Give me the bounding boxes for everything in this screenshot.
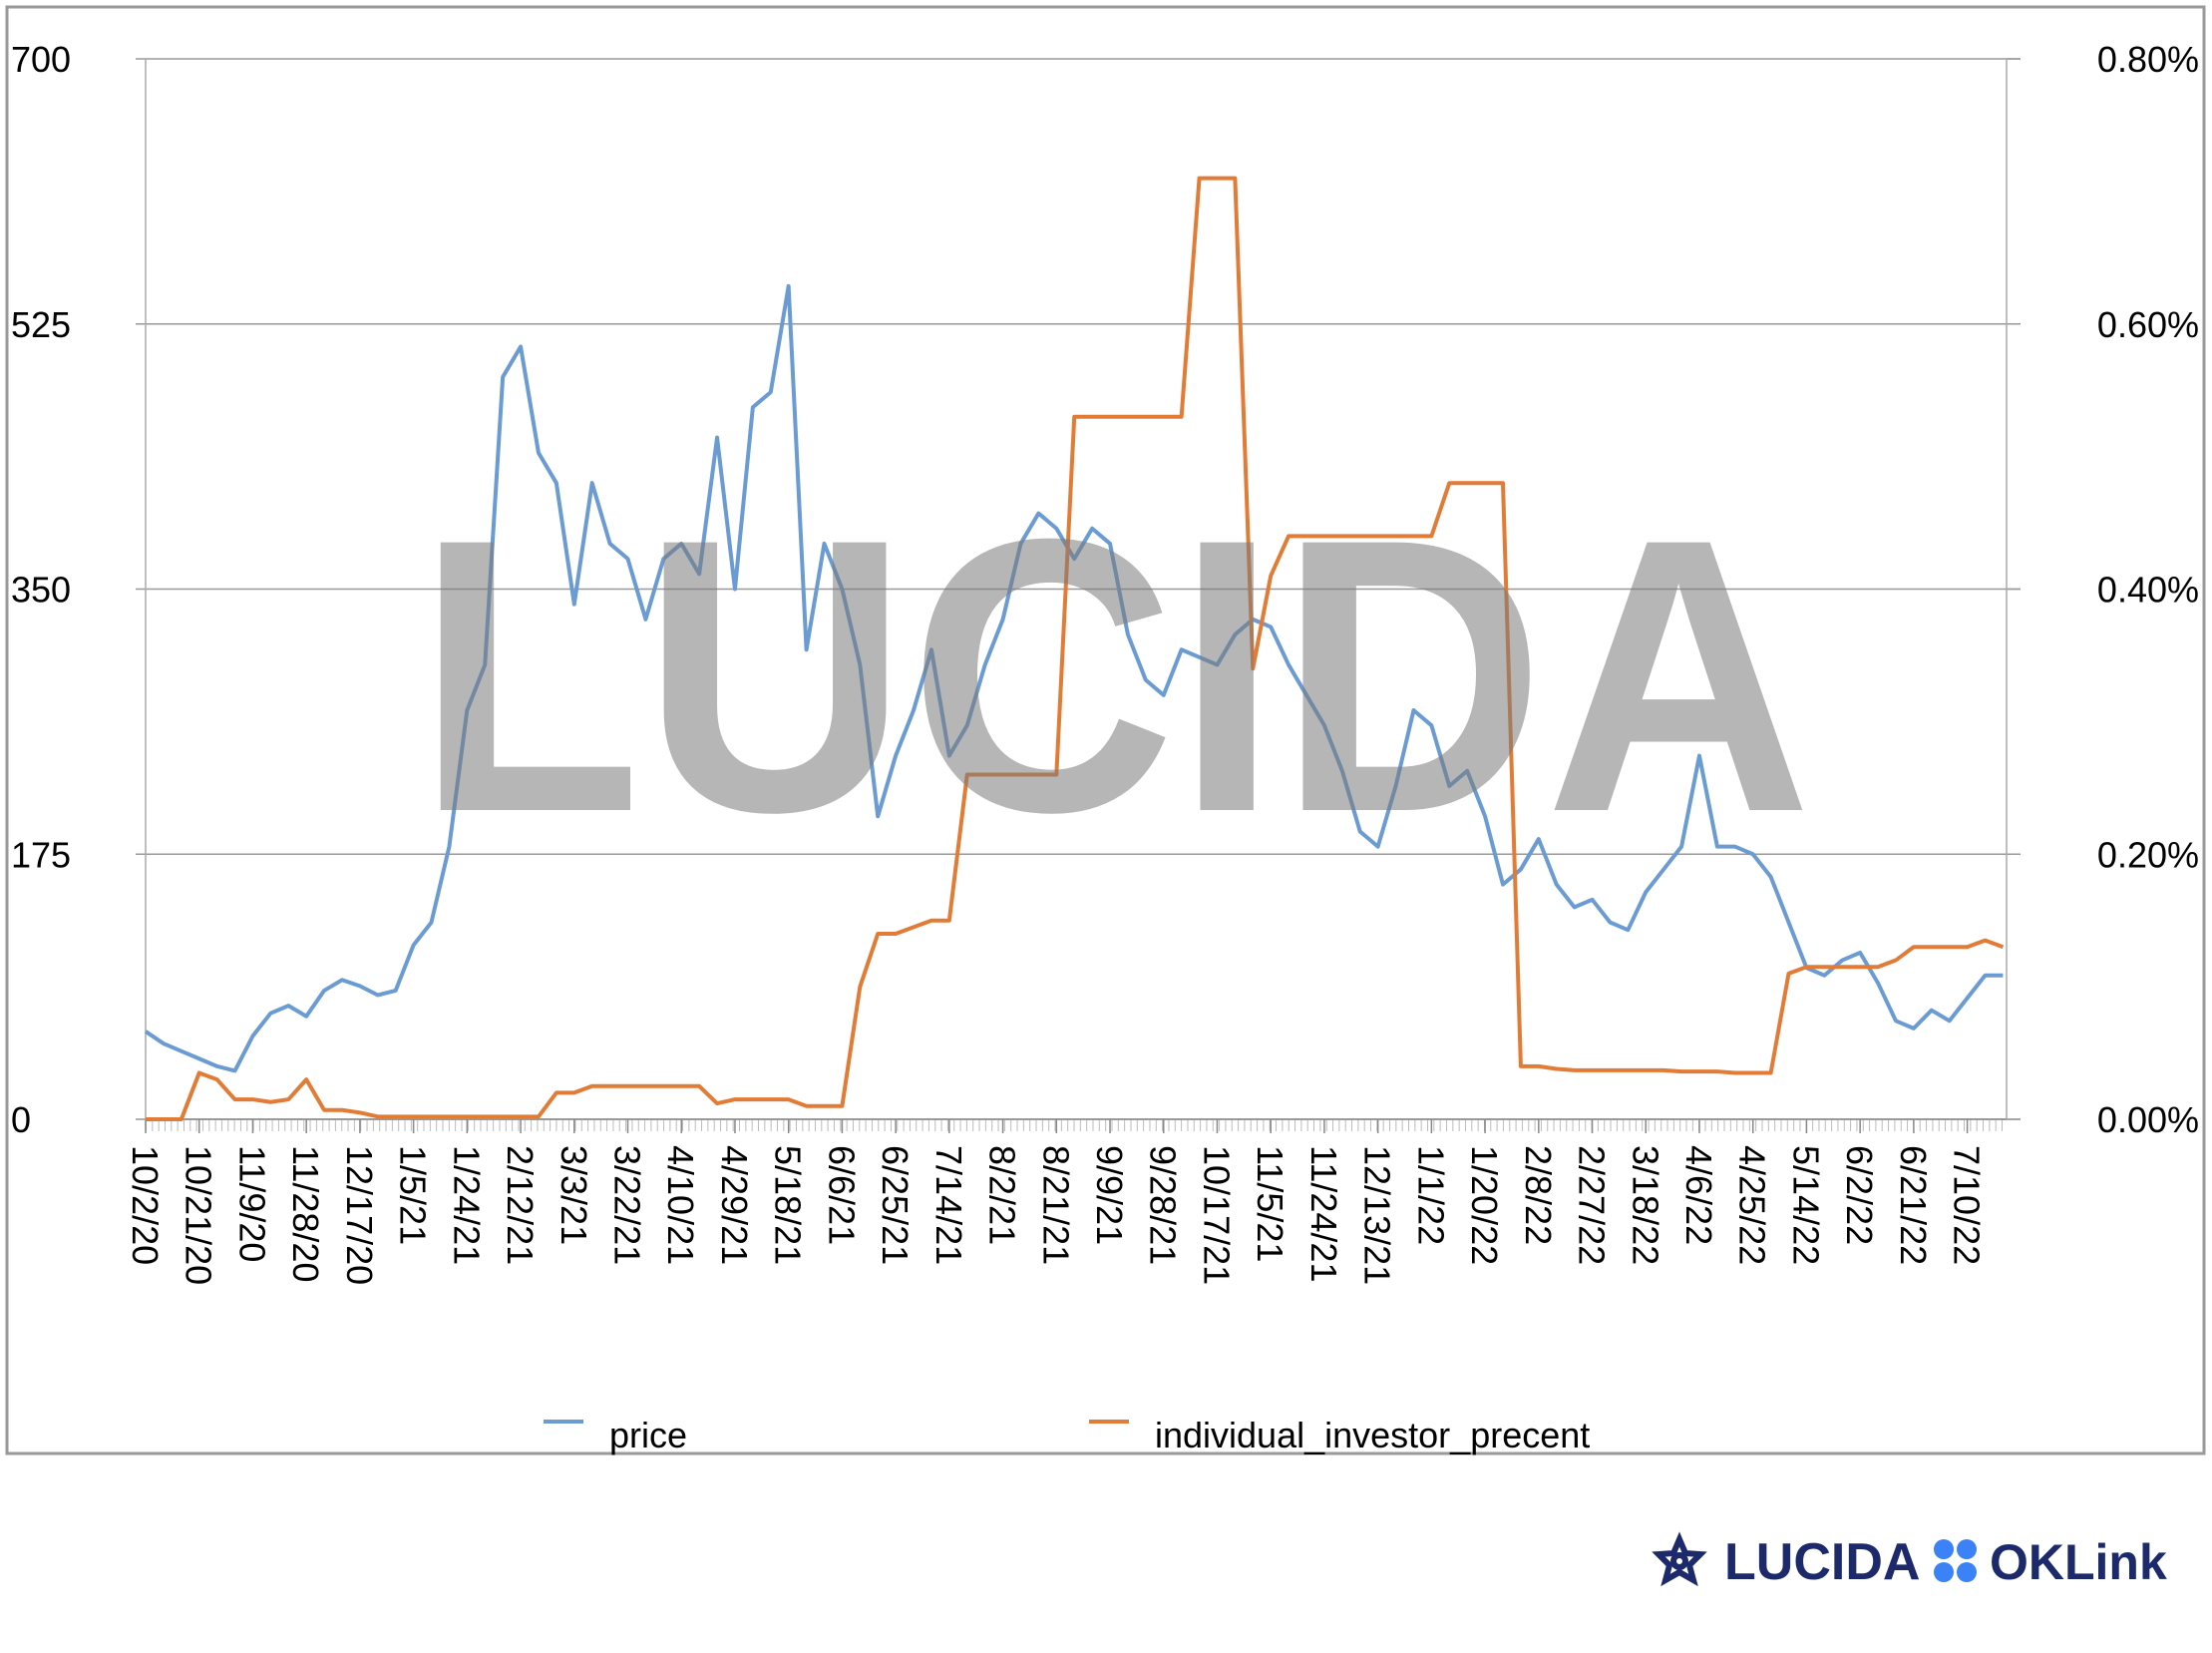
x-tick-label: 10/21/20: [179, 1145, 219, 1285]
chart-frame: [5, 5, 2206, 1455]
x-tick-label: 11/24/21: [1303, 1145, 1344, 1282]
x-tick-label: 9/9/21: [1089, 1145, 1130, 1245]
x-tick-label: 9/28/21: [1143, 1145, 1184, 1265]
x-tick-label: 7/10/22: [1947, 1145, 1988, 1265]
y2-tick-label: 0.40%: [2097, 570, 2199, 611]
logo-text: OKLink: [1990, 1534, 2167, 1590]
series-line: [144, 283, 2004, 1073]
y-tick-label: 350: [11, 570, 71, 611]
logos: LUCIDA OKLink: [1652, 1531, 2167, 1591]
x-tick-label: 7/14/21: [928, 1145, 969, 1265]
x-tick-label: 1/5/21: [393, 1145, 434, 1245]
oklink-icon: [1934, 1539, 1977, 1582]
legend-label: price: [609, 1415, 687, 1455]
x-tick-label: 5/18/21: [768, 1145, 809, 1265]
x-tick-label: 4/6/22: [1678, 1145, 1719, 1245]
x-tick-label: 6/21/22: [1893, 1145, 1934, 1265]
x-tick-label: 6/6/21: [821, 1145, 862, 1245]
logo-text: LUCIDA: [1724, 1533, 1920, 1591]
x-tick-label: 5/14/22: [1785, 1145, 1826, 1265]
y-tick-label: 525: [11, 304, 71, 345]
x-tick-label: 2/8/22: [1518, 1145, 1559, 1245]
x-tick-label: 11/5/21: [1250, 1145, 1290, 1262]
x-tick-label: 6/25/21: [875, 1145, 916, 1265]
watermark: LUCIDA: [416, 458, 1812, 893]
x-tick-label: 11/9/20: [231, 1145, 272, 1262]
x-tick-label: 1/1/22: [1410, 1145, 1451, 1245]
y-tick-label: 700: [11, 39, 71, 80]
x-tick-label: 3/18/22: [1625, 1145, 1665, 1265]
x-tick-label: 8/21/21: [1035, 1145, 1076, 1265]
series-line: [146, 176, 2005, 1121]
legend-label: individual_investor_precent: [1155, 1415, 1590, 1455]
x-tick-label: 6/2/22: [1839, 1145, 1880, 1245]
x-minor-ticks: [146, 1119, 2007, 1131]
x-tick-label: 11/28/20: [285, 1145, 326, 1282]
y-tick-label: 0: [11, 1099, 31, 1140]
x-tick-label: 2/27/22: [1572, 1145, 1613, 1265]
y-tick-label: 175: [11, 834, 71, 875]
x-tick-label: 4/10/21: [660, 1145, 701, 1265]
x-tick-label: 2/12/21: [500, 1145, 541, 1265]
x-tick-label: 3/22/21: [607, 1145, 648, 1265]
x-tick-label: 10/2/20: [125, 1145, 166, 1265]
x-tick-label: 12/17/20: [339, 1145, 380, 1285]
x-tick-label: 4/29/21: [714, 1145, 755, 1265]
x-tick-label: 8/2/21: [982, 1145, 1023, 1245]
x-tick-label: 4/25/22: [1732, 1145, 1773, 1265]
y2-tick-label: 0.60%: [2097, 304, 2199, 345]
x-tick-label: 1/24/21: [446, 1145, 487, 1265]
lucida-icon: [1652, 1531, 1707, 1587]
x-tick-label: 3/3/21: [553, 1145, 594, 1245]
x-tick-label: 12/13/21: [1357, 1145, 1398, 1285]
y2-tick-label: 0.00%: [2097, 1099, 2199, 1140]
x-tick-label: 1/20/22: [1464, 1145, 1505, 1265]
x-tick-label: 10/17/21: [1196, 1145, 1237, 1285]
y2-tick-label: 0.80%: [2097, 39, 2199, 80]
y2-tick-label: 0.20%: [2097, 834, 2199, 875]
